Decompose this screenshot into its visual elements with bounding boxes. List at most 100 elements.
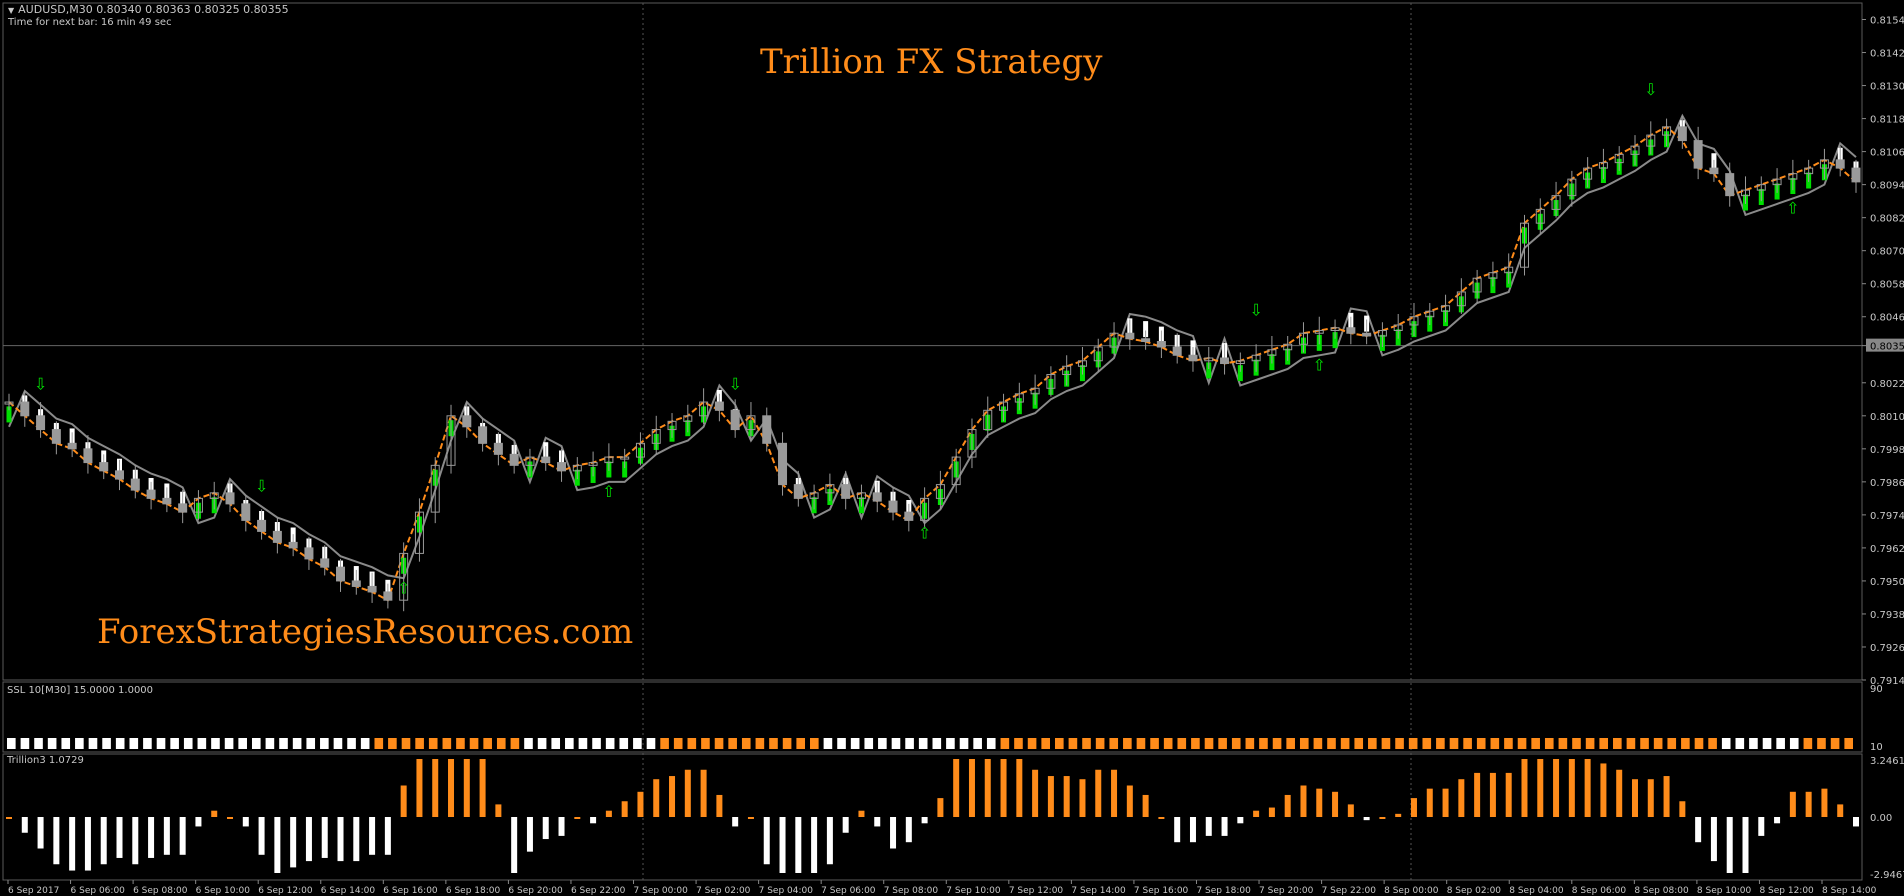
trillion-bar-46 — [732, 817, 739, 827]
ssl-block-104 — [1422, 738, 1432, 749]
ssl-block-11 — [156, 738, 166, 749]
trillion-bar-110 — [1742, 817, 1749, 873]
candle-body-78 — [1235, 360, 1245, 365]
trillion-bar-86 — [1363, 817, 1370, 821]
ssl-block-79 — [1082, 738, 1091, 749]
ssl-block-64 — [878, 738, 887, 749]
ssl-block-88 — [1204, 738, 1214, 749]
candle-body-112 — [1772, 178, 1782, 186]
ssl-block-18 — [251, 738, 261, 749]
trillion-bar-62 — [984, 759, 991, 817]
candle-body-87 — [1377, 329, 1387, 337]
band-block-78 — [1237, 365, 1243, 382]
trillion-bar-109 — [1726, 817, 1733, 873]
ssl-block-123 — [1681, 738, 1690, 749]
ssl-scale-top: 90 — [1870, 684, 1883, 695]
lower-band-line — [8, 113, 1857, 580]
candle-body-17 — [272, 530, 282, 543]
time-tick-label-29: 8 Sep 14:00 — [1822, 886, 1877, 896]
trillion-bar-56 — [890, 817, 897, 849]
ssl-block-130 — [1776, 738, 1785, 749]
band-block-84 — [1332, 332, 1338, 349]
ssl-block-4 — [61, 738, 71, 749]
ssl-block-103 — [1408, 738, 1418, 749]
collapse-triangle-icon[interactable]: ▼ — [8, 6, 15, 15]
ssl-block-49 — [673, 738, 683, 749]
trillion-bar-69 — [1095, 769, 1102, 817]
ssl-block-5 — [75, 738, 84, 749]
trillion-bar-64 — [1016, 759, 1023, 817]
trillion-bar-10 — [163, 817, 170, 855]
ssl-block-69 — [946, 738, 955, 749]
candle-body-19 — [304, 547, 314, 560]
candle-body-6 — [99, 462, 109, 472]
trillion-bar-29 — [463, 759, 470, 817]
ssl-block-45 — [619, 738, 629, 749]
ssl-block-66 — [905, 738, 914, 749]
ssl-block-9 — [129, 738, 139, 749]
time-tick-label-18: 7 Sep 16:00 — [1134, 886, 1189, 896]
trillion-bar-96 — [1521, 759, 1528, 817]
ssl-block-75 — [1027, 738, 1037, 749]
candle-body-57 — [904, 511, 914, 521]
trillion-bar-20 — [321, 817, 328, 858]
ssl-block-117 — [1599, 738, 1609, 749]
trillion-bar-6 — [100, 817, 107, 865]
trillion-bar-76 — [1205, 817, 1212, 836]
time-tick-label-11: 7 Sep 02:00 — [696, 886, 751, 896]
trillion-bar-107 — [1695, 817, 1702, 843]
trillion-bar-80 — [1268, 807, 1275, 817]
candle-body-90 — [1425, 310, 1435, 318]
candle-body-84 — [1330, 327, 1340, 331]
candle-body-30 — [478, 426, 488, 444]
time-tick-label-27: 8 Sep 10:00 — [1697, 886, 1752, 896]
ssl-block-124 — [1694, 738, 1704, 749]
trillion-bar-58 — [921, 817, 928, 824]
time-tick-label-5: 6 Sep 14:00 — [321, 886, 376, 896]
trillion-bar-54 — [858, 810, 865, 817]
candle-body-23 — [367, 585, 377, 593]
candle-body-76 — [1204, 357, 1214, 362]
candle-body-28 — [446, 415, 456, 466]
price-tick-label-10: 0.80355 — [1870, 342, 1904, 353]
candle-body-20 — [320, 558, 330, 568]
trillion-bar-112 — [1774, 817, 1781, 824]
candle-body-93 — [1472, 277, 1482, 293]
ssl-block-122 — [1667, 738, 1677, 749]
candle-body-14 — [225, 492, 235, 505]
ssl-block-134 — [1830, 738, 1840, 749]
ssl-block-23 — [320, 738, 329, 749]
time-tick-label-15: 7 Sep 10:00 — [946, 886, 1001, 896]
down-arrow-icon: ⇩ — [728, 375, 741, 394]
candle-body-99 — [1567, 178, 1577, 197]
ssl-block-1 — [20, 738, 30, 749]
trillion-bar-8 — [132, 817, 139, 865]
ssl-block-90 — [1231, 738, 1241, 749]
ssl-block-132 — [1803, 738, 1813, 749]
candle-body-82 — [1298, 332, 1308, 345]
candle-body-33 — [525, 456, 535, 466]
ssl-block-59 — [810, 738, 819, 749]
time-tick-label-0: 6 Sep 2017 — [8, 886, 59, 896]
trillion-bar-57 — [905, 817, 912, 843]
ssl-block-27 — [374, 738, 384, 749]
ssl-block-118 — [1613, 738, 1622, 749]
trillion-frame — [2, 753, 1863, 881]
chart-grid — [2, 2, 1863, 881]
trillion-bar-4 — [69, 817, 76, 871]
symbol-info: ▼ AUDUSD,M30 0.80340 0.80363 0.80325 0.80… — [8, 3, 289, 16]
ssl-block-20 — [279, 738, 288, 749]
candle-body-105 — [1662, 126, 1672, 136]
trillion-bar-28 — [448, 759, 455, 817]
time-tick-label-28: 8 Sep 12:00 — [1759, 886, 1814, 896]
trillion-bar-7 — [116, 817, 123, 858]
trillion-bar-11 — [179, 817, 186, 855]
ssl-block-41 — [565, 738, 574, 749]
